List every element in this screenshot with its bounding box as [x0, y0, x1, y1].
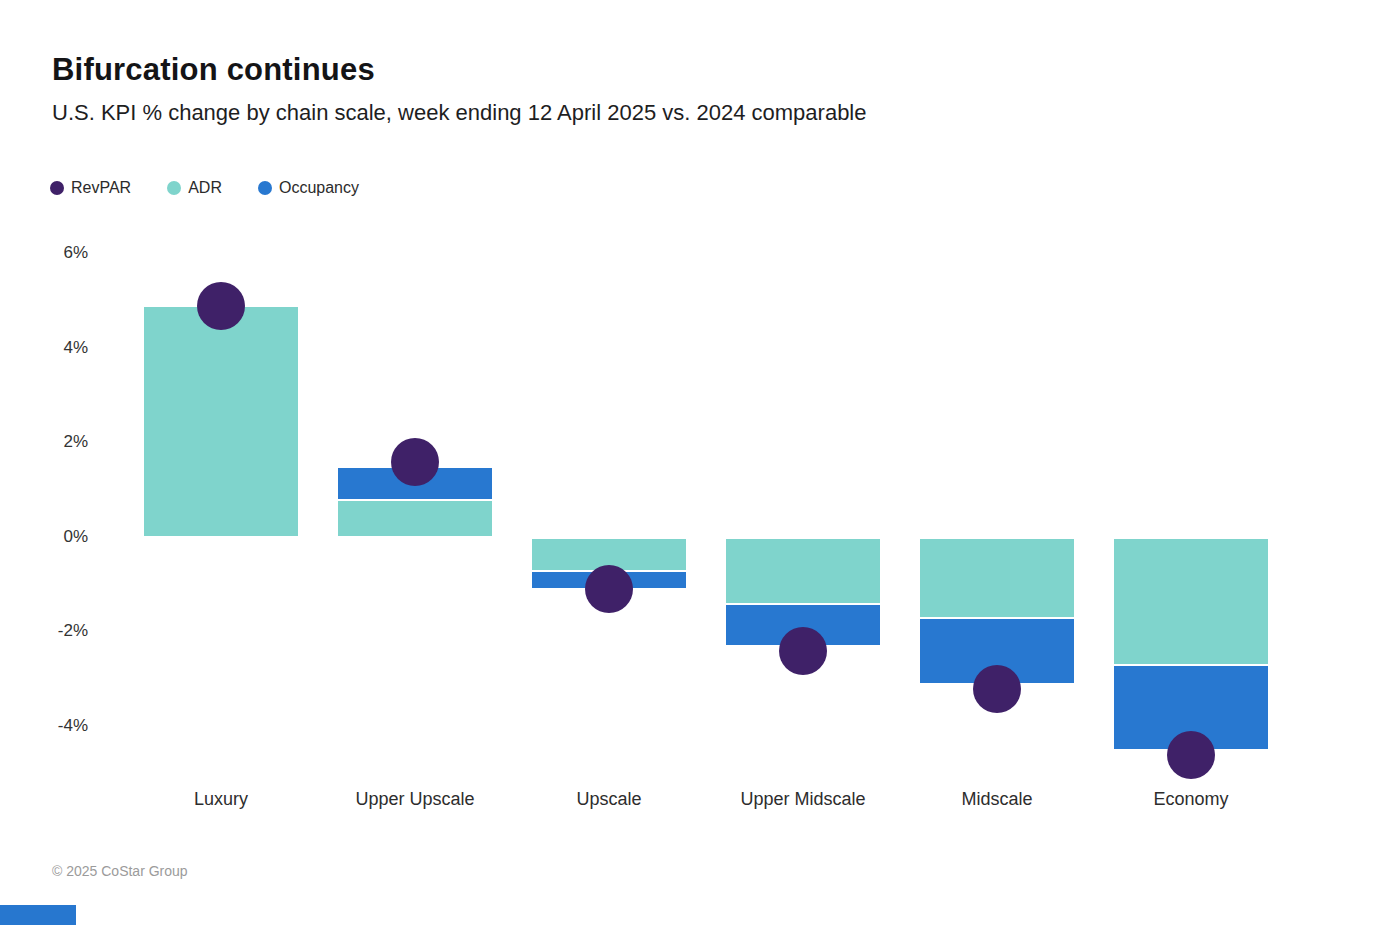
- bar-segment-adr-upper-upscale: [337, 500, 493, 538]
- y-axis-tick-label: 6%: [0, 243, 88, 263]
- revpar-dot-upper-upscale: [391, 438, 439, 486]
- revpar-dot-upscale: [585, 565, 633, 613]
- y-axis-tick-label: -2%: [0, 621, 88, 641]
- copyright-text: © 2025 CoStar Group: [52, 863, 188, 879]
- x-axis-category-label-luxury: Luxury: [121, 789, 321, 810]
- x-axis-category-label-upper-upscale: Upper Upscale: [315, 789, 515, 810]
- y-axis-tick-label: 0%: [0, 527, 88, 547]
- bar-segment-adr-upper-midscale: [725, 538, 881, 604]
- x-axis-category-label-upper-midscale: Upper Midscale: [703, 789, 903, 810]
- revpar-dot-midscale: [973, 665, 1021, 713]
- revpar-dot-upper-midscale: [779, 627, 827, 675]
- x-axis-category-label-economy: Economy: [1091, 789, 1291, 810]
- bar-segment-adr-midscale: [919, 538, 1075, 618]
- bottom-accent-bar: [0, 905, 76, 925]
- y-axis-tick-label: 4%: [0, 338, 88, 358]
- x-axis-category-label-midscale: Midscale: [897, 789, 1097, 810]
- y-axis-tick-label: 2%: [0, 432, 88, 452]
- revpar-dot-economy: [1167, 731, 1215, 779]
- revpar-dot-luxury: [197, 282, 245, 330]
- bar-segment-adr-economy: [1113, 538, 1269, 666]
- y-axis-tick-label: -4%: [0, 716, 88, 736]
- x-axis-category-label-upscale: Upscale: [509, 789, 709, 810]
- bar-segment-adr-luxury: [143, 306, 299, 538]
- slide-canvas: Bifurcation continues U.S. KPI % change …: [0, 0, 1381, 925]
- kpi-stacked-bar-chart: 6% 4% 2% 0% -2% -4% LuxuryUpper UpscaleUpscale…: [0, 0, 1381, 925]
